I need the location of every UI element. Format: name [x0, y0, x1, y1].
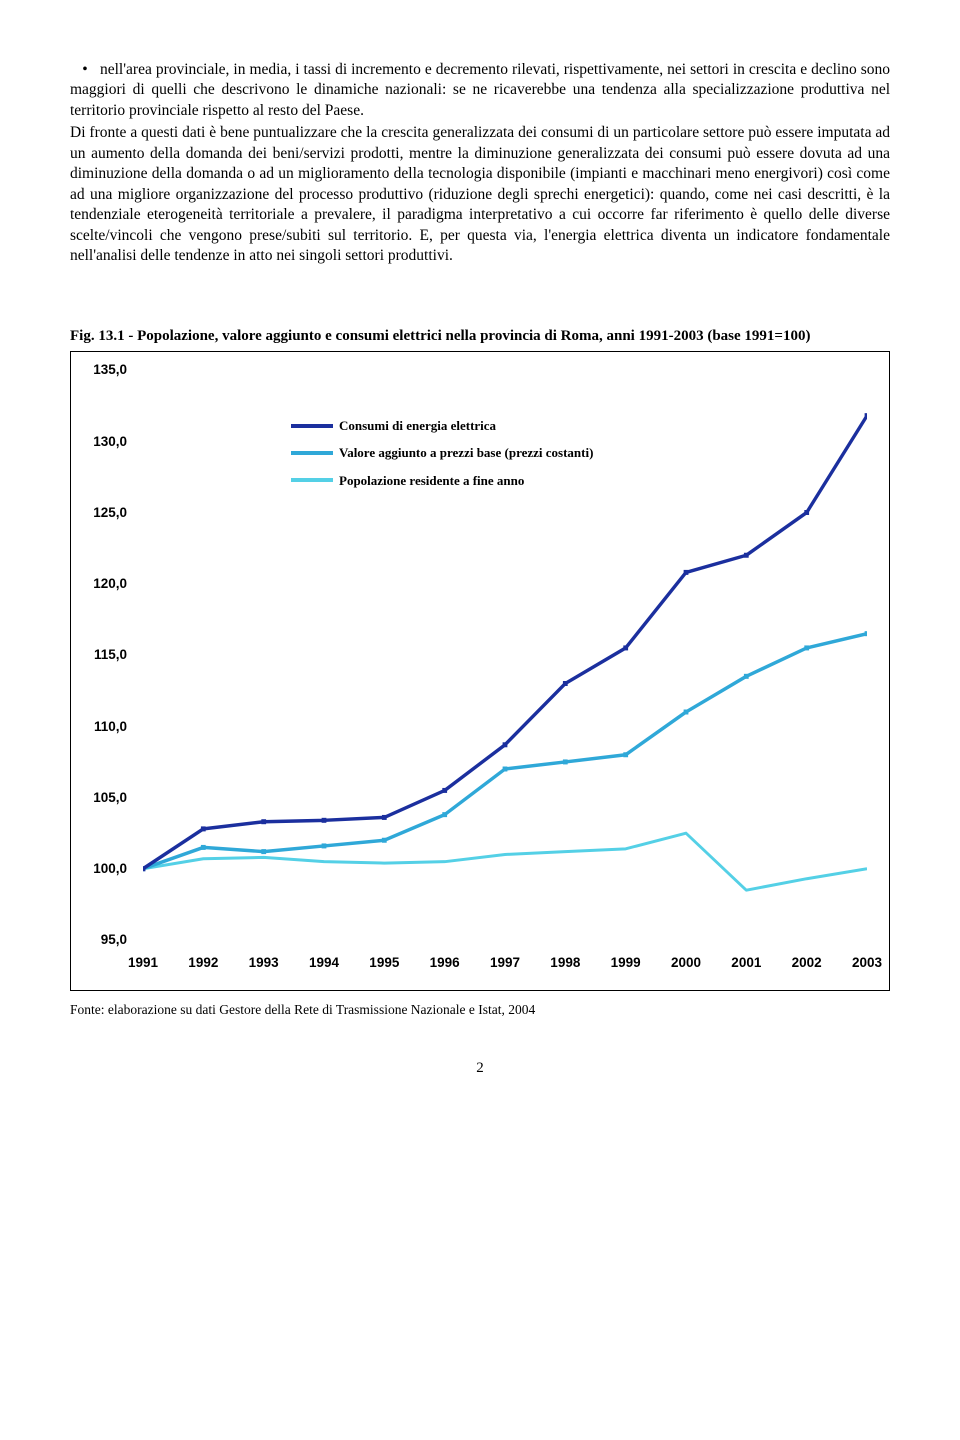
- chart-marker: [442, 812, 447, 817]
- chart-marker: [684, 570, 689, 575]
- x-tick-label: 2000: [671, 954, 701, 972]
- y-tick-label: 110,0: [94, 718, 127, 736]
- x-tick-label: 1994: [309, 954, 339, 972]
- y-tick-label: 100,0: [93, 860, 127, 878]
- x-tick-label: 2001: [731, 954, 761, 972]
- chart-marker: [382, 838, 387, 843]
- chart-marker: [804, 646, 809, 651]
- chart-marker: [143, 867, 145, 872]
- x-axis-labels: 1991199219931994199519961997199819992000…: [143, 950, 867, 970]
- y-tick-label: 125,0: [93, 504, 127, 522]
- figure-source: Fonte: elaborazione su dati Gestore dell…: [70, 1001, 890, 1019]
- y-tick-label: 95,0: [101, 931, 127, 949]
- legend-label: Valore aggiunto a prezzi base (prezzi co…: [339, 444, 593, 461]
- legend-item: Popolazione residente a fine anno: [291, 472, 593, 489]
- chart-marker: [503, 743, 508, 748]
- chart-legend: Consumi di energia elettrica Valore aggiu…: [291, 417, 593, 498]
- legend-swatch: [291, 451, 333, 455]
- x-tick-label: 1991: [128, 954, 158, 972]
- legend-label: Consumi di energia elettrica: [339, 417, 496, 434]
- chart-marker: [865, 631, 867, 636]
- x-tick-label: 2002: [792, 954, 822, 972]
- x-tick-label: 1995: [369, 954, 399, 972]
- y-tick-label: 130,0: [93, 433, 127, 451]
- legend-item: Valore aggiunto a prezzi base (prezzi co…: [291, 444, 593, 461]
- page-number: 2: [70, 1059, 890, 1079]
- legend-label: Popolazione residente a fine anno: [339, 472, 524, 489]
- chart-marker: [442, 788, 447, 793]
- chart-marker: [322, 818, 327, 823]
- y-axis-labels: 95,0100,0105,0110,0115,0120,0125,0130,01…: [71, 370, 131, 940]
- x-tick-label: 1997: [490, 954, 520, 972]
- y-tick-label: 115,0: [94, 646, 127, 664]
- chart-marker: [684, 710, 689, 715]
- chart-marker: [865, 413, 867, 418]
- x-tick-label: 1992: [188, 954, 218, 972]
- x-tick-label: 1993: [249, 954, 279, 972]
- body-paragraph: Di fronte a questi dati è bene puntualiz…: [70, 123, 890, 266]
- chart-marker: [261, 849, 266, 854]
- chart-line: [143, 634, 867, 869]
- chart-marker: [623, 646, 628, 651]
- chart-line: [143, 833, 867, 890]
- chart-marker: [201, 845, 206, 850]
- x-tick-label: 1999: [611, 954, 641, 972]
- chart-marker: [563, 681, 568, 686]
- bullet-icon: •: [70, 60, 100, 80]
- figure-title: Fig. 13.1 - Popolazione, valore aggiunto…: [70, 327, 890, 346]
- chart-marker: [382, 815, 387, 820]
- x-tick-label: 1996: [430, 954, 460, 972]
- bullet-paragraph: •nell'area provinciale, in media, i tass…: [70, 60, 890, 121]
- chart-marker: [261, 820, 266, 825]
- legend-swatch: [291, 424, 333, 428]
- chart-marker: [623, 753, 628, 758]
- x-tick-label: 2003: [852, 954, 882, 972]
- y-tick-label: 120,0: [93, 575, 127, 593]
- bullet-text: nell'area provinciale, in media, i tassi…: [70, 61, 890, 119]
- chart-marker: [744, 553, 749, 558]
- x-tick-label: 1998: [550, 954, 580, 972]
- chart-marker: [322, 844, 327, 849]
- chart-marker: [804, 510, 809, 515]
- y-tick-label: 105,0: [93, 789, 127, 807]
- chart-marker: [503, 767, 508, 772]
- legend-item: Consumi di energia elettrica: [291, 417, 593, 434]
- chart-marker: [563, 760, 568, 765]
- y-tick-label: 135,0: [93, 361, 127, 379]
- chart-marker: [201, 827, 206, 832]
- legend-swatch: [291, 478, 333, 482]
- chart-marker: [744, 674, 749, 679]
- chart-container: 95,0 100,0 105,0 110,0 115,0 120,0 125,0 130,0 1…: [70, 351, 890, 991]
